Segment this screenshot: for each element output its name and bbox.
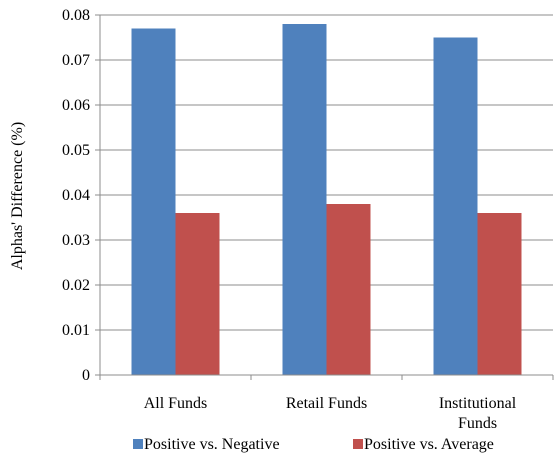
bar [326, 204, 371, 375]
y-tick-labels: 0 0.01 0.02 0.03 0.04 0.05 0.06 0.07 0.08 [62, 7, 90, 384]
y-tick-label: 0.08 [62, 7, 90, 24]
y-tick-label: 0 [82, 367, 90, 384]
y-axis-title: Alphas' Difference (%) [9, 122, 26, 270]
legend-label: Positive vs. Negative [144, 436, 280, 453]
y-tick-label: 0.01 [62, 322, 90, 339]
bar [477, 213, 522, 375]
bars [131, 24, 522, 375]
y-tick-label: 0.02 [62, 277, 90, 294]
x-category-labels: All Funds Retail Funds Institutional Funds [144, 395, 517, 432]
legend-label: Positive vs. Average [364, 436, 494, 453]
axes [99, 15, 554, 380]
x-category-label: Funds [458, 415, 497, 432]
bar [282, 24, 327, 375]
x-category-label: Retail Funds [286, 395, 367, 412]
x-category-label: Institutional [439, 395, 517, 412]
y-tick-label: 0.07 [62, 52, 90, 69]
legend-swatch [353, 439, 363, 449]
legend-swatch [133, 439, 143, 449]
y-tick-label: 0.06 [62, 97, 90, 114]
y-tick-label: 0.04 [62, 187, 90, 204]
bar [433, 37, 478, 375]
y-tick-label: 0.05 [62, 142, 90, 159]
legend: Positive vs. Negative Positive vs. Averag… [133, 436, 494, 453]
y-tick-label: 0.03 [62, 232, 90, 249]
x-category-label: All Funds [144, 395, 208, 412]
bar [131, 28, 176, 375]
bar [175, 213, 220, 375]
